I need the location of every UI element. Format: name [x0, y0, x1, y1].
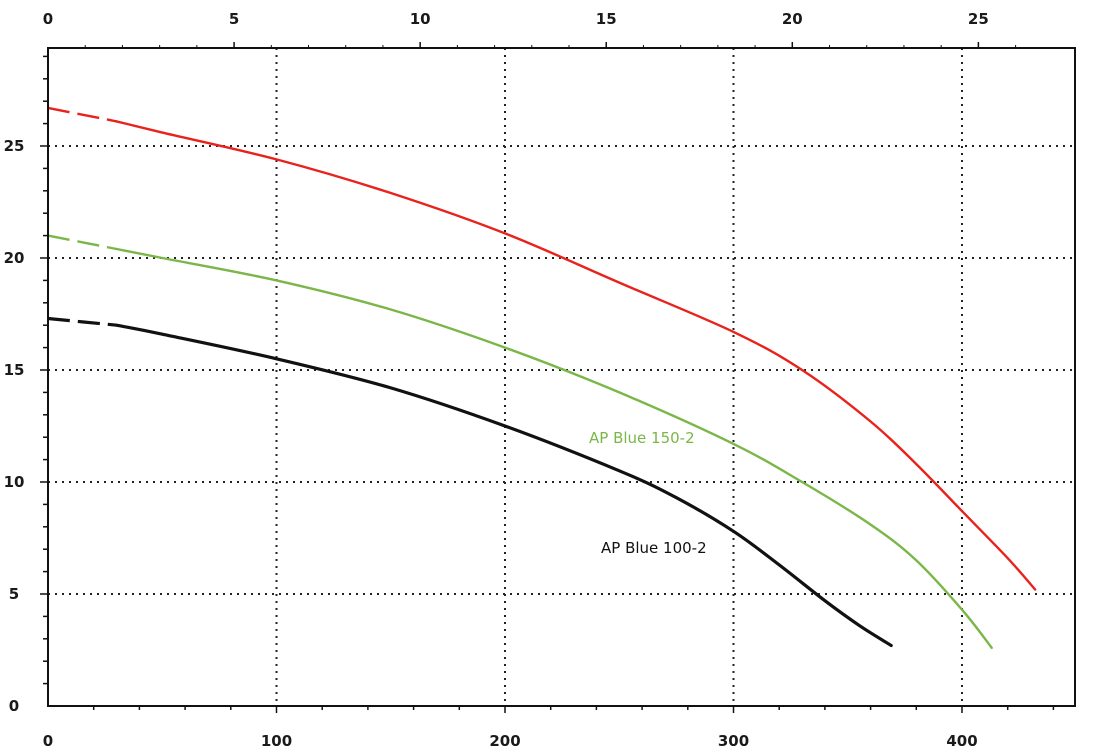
y-tick-label-0: 0: [9, 697, 19, 715]
y-tick-label-5: 5: [9, 585, 19, 603]
x-tick-label-300: 300: [718, 732, 749, 750]
x-tick-label-100: 100: [261, 732, 292, 750]
series-label-ap-blue-150-2: AP Blue 150-2: [589, 429, 695, 447]
series-labels: AP Blue 150-2 AP Blue 100-2: [589, 429, 707, 557]
top-tick-label-0: 0: [43, 10, 53, 28]
series-layer: [47, 106, 1037, 649]
series-label-ap-blue-100-2: AP Blue 100-2: [601, 539, 707, 557]
x-tick-label-200: 200: [489, 732, 520, 750]
series-line-dashed-series-0: [47, 106, 117, 123]
top-tick-label-5: 5: [229, 10, 239, 28]
top-tick-label-20: 20: [782, 10, 803, 28]
top-tick-label-15: 15: [596, 10, 617, 28]
series-line-dashed-ap-blue-100-2: [47, 316, 117, 327]
axes: 0 100 200 300 400 0 5 10 15 20 25 0 5 10 15 20 25: [4, 10, 1055, 750]
series-line-ap-blue-150-2: [115, 247, 993, 649]
grid: [48, 48, 1075, 706]
x-tick-label-0: 0: [43, 732, 53, 750]
y-tick-label-25: 25: [4, 137, 25, 155]
y-tick-label-10: 10: [4, 473, 25, 491]
series-line-ap-blue-100-2: [115, 323, 893, 648]
y-tick-label-15: 15: [4, 361, 25, 379]
top-tick-label-25: 25: [968, 10, 989, 28]
plot-frame: [47, 47, 1076, 707]
x-tick-label-400: 400: [946, 732, 977, 750]
series-line-series-0: [115, 120, 1037, 591]
series-line-dashed-ap-blue-150-2: [47, 234, 117, 251]
top-tick-label-10: 10: [410, 10, 431, 28]
y-tick-label-20: 20: [4, 249, 25, 267]
